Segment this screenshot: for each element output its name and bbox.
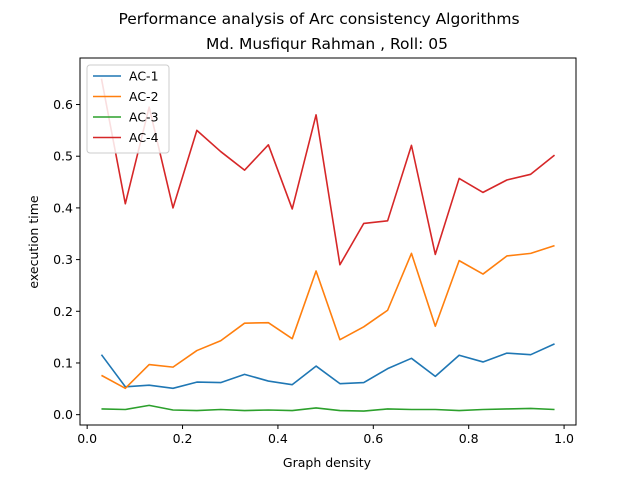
y-axis-label: execution time — [26, 195, 41, 288]
y-tick-label: 0.0 — [53, 407, 73, 422]
x-tick-label: 0.8 — [459, 431, 479, 446]
x-tick-label: 0.4 — [268, 431, 288, 446]
series-line-ac-1 — [100, 343, 555, 390]
y-tick-label: 0.3 — [53, 252, 73, 267]
series-line-ac-4 — [100, 78, 556, 266]
chart-title: Performance analysis of Arc consistency … — [118, 10, 519, 28]
series-layer — [100, 78, 556, 412]
x-axis-label: Graph density — [283, 455, 372, 470]
legend-label: AC-1 — [129, 69, 159, 84]
ticks-layer: 0.0 0.2 0.4 0.6 0.8 1.0 0.0 0.1 0.2 0.3 0.4 0.5 0.6 — [53, 97, 574, 446]
y-tick-label: 0.1 — [53, 355, 73, 370]
legend: AC-1 AC-2 AC-3 AC-4 — [86, 64, 170, 154]
x-tick-label: 1.0 — [554, 431, 574, 446]
chart-subtitle: Md. Musfiqur Rahman , Roll: 05 — [206, 35, 448, 53]
legend-box — [86, 64, 170, 154]
y-tick-label: 0.2 — [53, 304, 73, 319]
plot-frame — [79, 57, 577, 426]
legend-label: AC-2 — [129, 89, 159, 104]
y-tick-label: 0.4 — [53, 200, 73, 215]
x-tick-label: 0.2 — [173, 431, 193, 446]
series-line-ac-3 — [101, 404, 555, 412]
legend-label: AC-3 — [129, 110, 159, 125]
x-tick-label: 0.6 — [363, 431, 383, 446]
series-line-ac-2 — [101, 244, 555, 390]
x-tick-label: 0.0 — [77, 431, 97, 446]
y-tick-label: 0.5 — [53, 149, 73, 164]
y-tick-label: 0.6 — [53, 97, 73, 112]
legend-label: AC-4 — [129, 130, 159, 145]
